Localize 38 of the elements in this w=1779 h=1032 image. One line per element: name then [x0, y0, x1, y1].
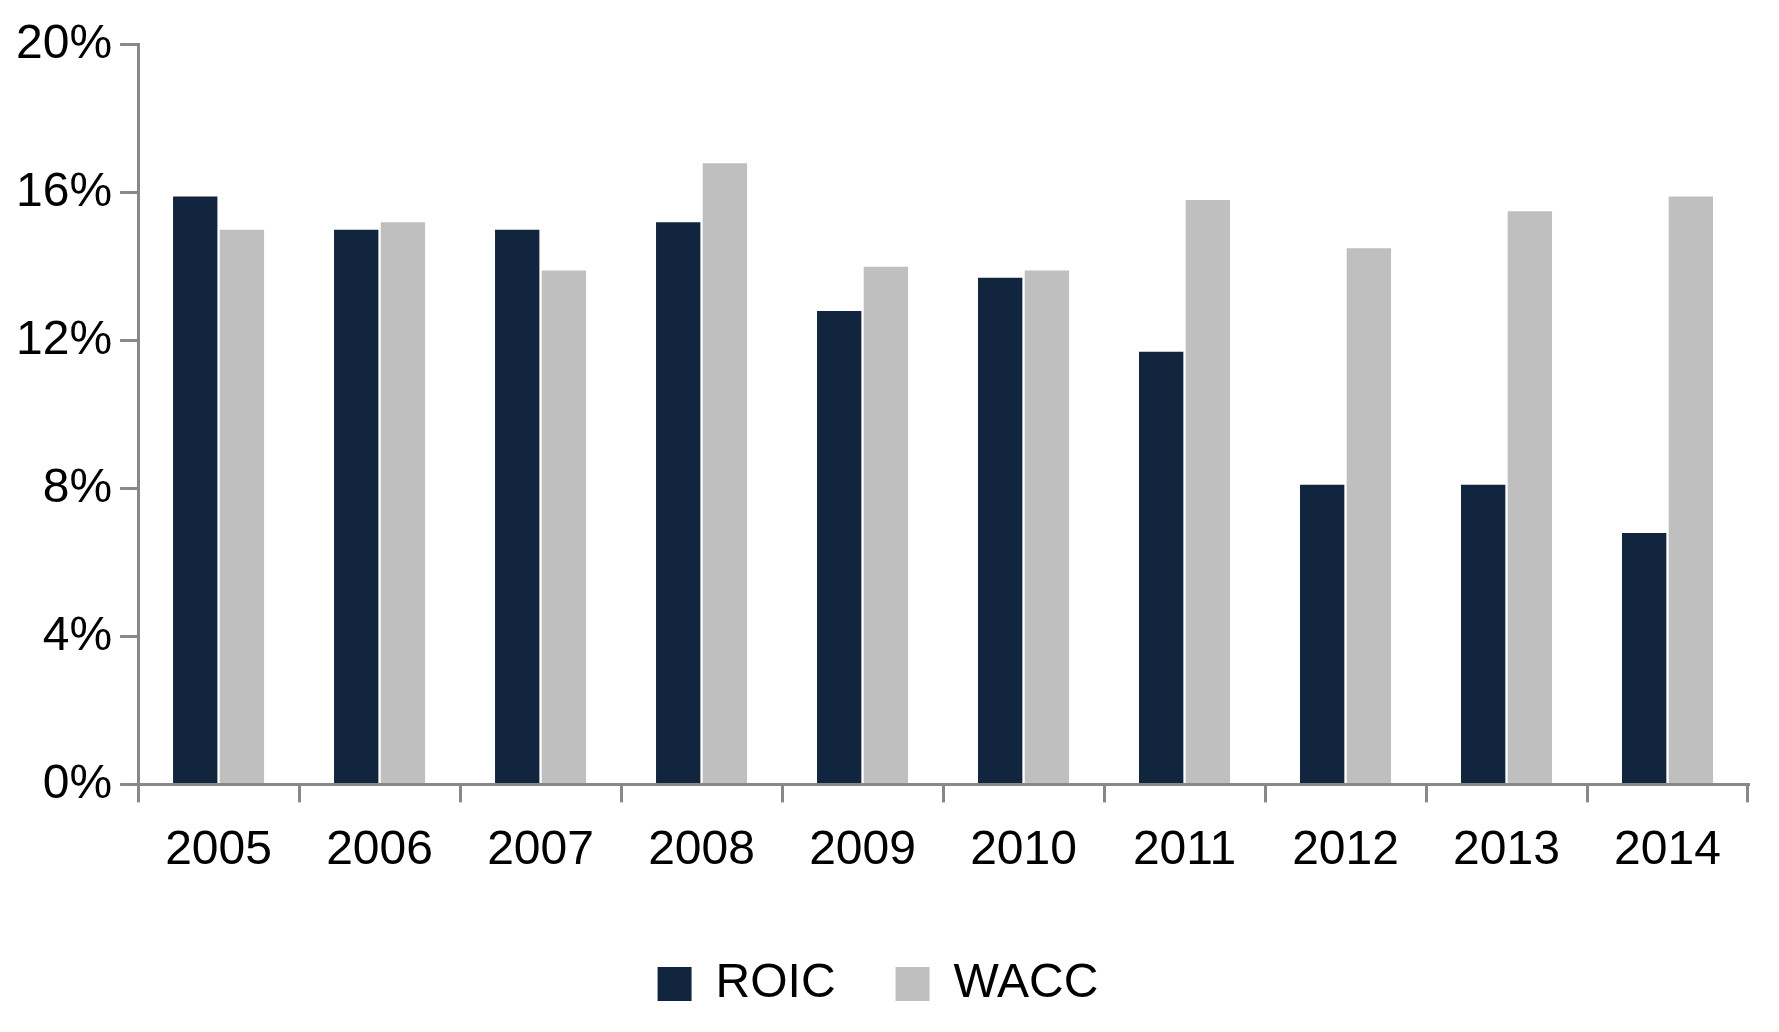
bar — [863, 266, 909, 783]
x-tick-label: 2005 — [165, 821, 272, 875]
bar — [173, 196, 218, 783]
bar — [1621, 532, 1667, 783]
y-tick-label: 20% — [15, 15, 113, 69]
x-tick-label: 2014 — [1614, 821, 1721, 875]
y-tick-label: 0% — [42, 754, 113, 808]
x-tick-label: 2006 — [326, 821, 433, 875]
bar — [1507, 211, 1553, 783]
legend-label: WACC — [953, 954, 1099, 1008]
y-tick-label: 12% — [15, 310, 113, 364]
bar — [1139, 351, 1184, 783]
y-tick-label: 16% — [15, 162, 113, 216]
bar — [334, 229, 379, 783]
bar — [541, 270, 587, 783]
y-tick-label: 4% — [42, 606, 113, 660]
x-tick-label: 2007 — [487, 821, 594, 875]
bar — [1300, 484, 1345, 783]
bar — [1668, 196, 1714, 783]
x-tick-label: 2009 — [809, 821, 916, 875]
bar — [817, 311, 862, 783]
bar — [1460, 484, 1506, 783]
bar — [380, 222, 426, 783]
legend-label: ROIC — [715, 954, 836, 1008]
x-tick-label: 2010 — [970, 821, 1077, 875]
bar — [1024, 270, 1070, 783]
x-tick-label: 2012 — [1292, 821, 1399, 875]
bar — [1185, 200, 1231, 783]
bar — [702, 163, 748, 783]
y-tick-label: 8% — [42, 458, 113, 512]
bar — [219, 229, 265, 783]
x-tick-label: 2011 — [1132, 821, 1237, 875]
bar — [978, 277, 1023, 783]
bar — [656, 222, 701, 783]
x-tick-label: 2008 — [648, 821, 755, 875]
bar — [495, 229, 540, 783]
bar — [1346, 248, 1392, 783]
x-tick-label: 2013 — [1453, 821, 1560, 875]
